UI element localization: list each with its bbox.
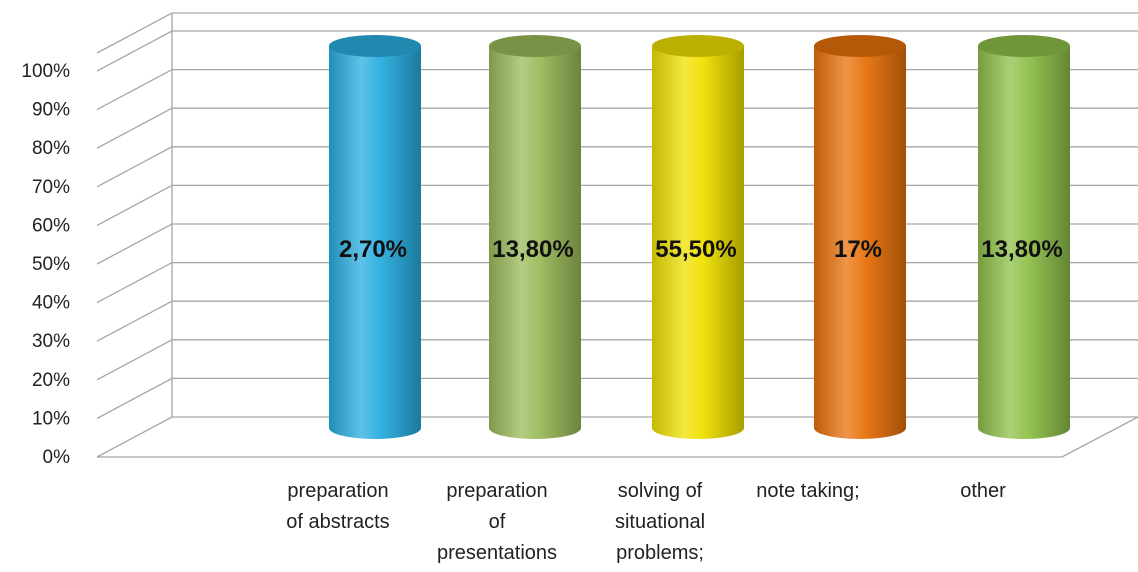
bar-top-cap	[652, 35, 744, 57]
y-tick-label: 10%	[32, 408, 70, 429]
bar-top-cap	[978, 35, 1070, 57]
x-category-label: other	[960, 480, 1006, 502]
bar-top-cap	[489, 35, 581, 57]
bar	[652, 46, 744, 439]
bar	[329, 46, 421, 439]
y-tick-label: 70%	[32, 177, 70, 198]
y-tick-label: 60%	[32, 215, 70, 236]
x-category-label: solving of	[618, 480, 703, 502]
y-tick-label: 100%	[21, 61, 70, 82]
y-tick-label: 40%	[32, 293, 70, 314]
data-label: 17%	[834, 236, 882, 263]
data-label: 2,70%	[339, 236, 407, 263]
gridlines	[96, 12, 1138, 458]
x-category-label: presentations	[437, 542, 557, 564]
data-label: 13,80%	[981, 236, 1062, 263]
y-tick-label: 80%	[32, 138, 70, 159]
x-category-label: of abstracts	[286, 511, 389, 533]
x-axis-categories: preparation of abstracts preparation of pres…	[286, 480, 1006, 564]
y-axis-ticks: 0% 10% 20% 30% 40% 50% 60% 70% 80% 90% 100%	[21, 61, 70, 468]
gridline	[96, 12, 1138, 54]
y-tick-label: 30%	[32, 331, 70, 352]
y-tick-label: 50%	[32, 254, 70, 275]
bar	[814, 46, 906, 439]
bar-top-cap	[814, 35, 906, 57]
x-category-label: of	[489, 511, 506, 533]
x-category-label: situational	[615, 511, 705, 533]
x-category-label: note taking;	[756, 480, 859, 502]
bar-top-cap	[329, 35, 421, 57]
y-tick-label: 90%	[32, 100, 70, 121]
x-category-label: preparation	[287, 480, 388, 502]
bars	[329, 35, 1070, 439]
data-labels: 2,70% 13,80% 55,50% 17% 13,80%	[339, 236, 1063, 263]
x-category-label: preparation	[446, 480, 547, 502]
data-label: 13,80%	[492, 236, 573, 263]
y-tick-label: 0%	[43, 447, 71, 468]
x-category-label: problems;	[616, 542, 704, 564]
floor-edge	[97, 416, 1138, 458]
bar	[489, 46, 581, 439]
data-label: 55,50%	[655, 236, 736, 263]
bar	[978, 46, 1070, 439]
gridline	[96, 30, 1138, 72]
y-tick-label: 20%	[32, 370, 70, 391]
